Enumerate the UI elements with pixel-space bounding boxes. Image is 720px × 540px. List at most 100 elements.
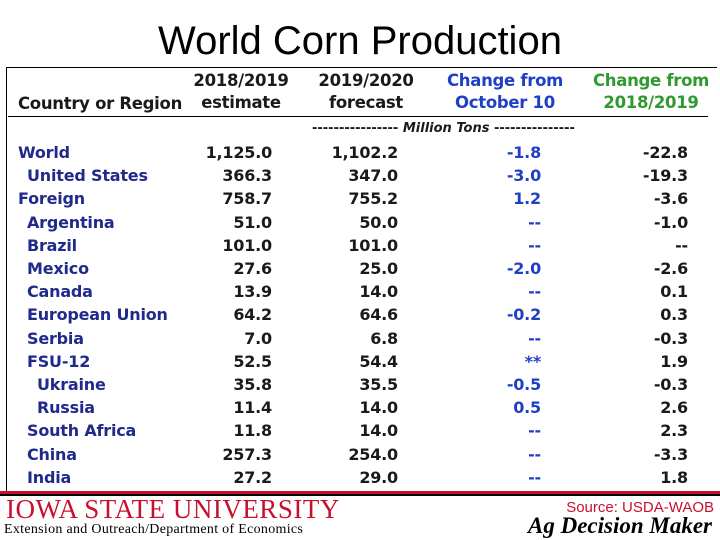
header-change-oct: Change from October 10 bbox=[446, 71, 564, 112]
country-name: Foreign bbox=[18, 189, 85, 209]
table-frame bbox=[6, 67, 717, 492]
change-prev-value: 2.6 bbox=[660, 398, 688, 418]
change-oct-value: 0.5 bbox=[513, 398, 541, 418]
change-prev-value: -1.0 bbox=[653, 212, 688, 232]
table-row: Serbia 7.0 6.8 -- -0.3 bbox=[0, 327, 720, 350]
estimate-value: 27.6 bbox=[233, 259, 272, 278]
change-oct-value: -2.0 bbox=[506, 259, 541, 278]
change-prev-value: 1.9 bbox=[660, 351, 688, 371]
table-row: Argentina 51.0 50.0 -- -1.0 bbox=[0, 211, 720, 234]
estimate-value: 11.4 bbox=[233, 398, 272, 418]
estimate-value: 101.0 bbox=[222, 235, 272, 255]
country-name: Serbia bbox=[27, 328, 84, 348]
estimate-value: 52.5 bbox=[233, 351, 272, 371]
country-name: European Union bbox=[27, 305, 168, 325]
change-prev-value: 0.1 bbox=[660, 282, 688, 302]
header-rule bbox=[8, 116, 708, 117]
change-prev-value: -19.3 bbox=[642, 166, 688, 186]
ag-decision-maker-brand: Ag Decision Maker bbox=[528, 513, 712, 538]
source-text: Source: USDA-WAOB bbox=[566, 499, 714, 516]
country-name: FSU-12 bbox=[27, 351, 91, 371]
change-oct-value: -- bbox=[528, 444, 541, 464]
table-row: Ukraine 35.8 35.5 -0.5 -0.3 bbox=[0, 373, 720, 396]
change-oct-value: -- bbox=[528, 235, 541, 255]
estimate-value: 51.0 bbox=[233, 212, 272, 232]
table-row: China 257.3 254.0 -- -3.3 bbox=[0, 443, 720, 466]
header-forecast: 2019/2020 forecast bbox=[318, 71, 414, 112]
forecast-value: 14.0 bbox=[359, 421, 398, 441]
change-oct-value: -0.2 bbox=[506, 305, 541, 325]
change-prev-value: -3.3 bbox=[653, 444, 688, 464]
header-country: Country or Region bbox=[18, 94, 183, 113]
table-row: FSU-12 52.5 54.4 ** 1.9 bbox=[0, 350, 720, 373]
estimate-value: 366.3 bbox=[222, 166, 272, 186]
table-row: Foreign 758.7 755.2 1.2 -3.6 bbox=[0, 187, 720, 210]
table-row: European Union 64.2 64.6 -0.2 0.3 bbox=[0, 303, 720, 326]
forecast-value: 6.8 bbox=[370, 328, 398, 348]
table-row: World 1,125.0 1,102.2 -1.8 -22.8 bbox=[0, 141, 720, 164]
change-prev-value: 1.8 bbox=[660, 467, 688, 487]
change-prev-value: -0.3 bbox=[653, 328, 688, 348]
change-oct-value: -- bbox=[528, 421, 541, 441]
change-oct-value: -3.0 bbox=[506, 166, 541, 186]
country-name: Brazil bbox=[27, 235, 77, 255]
country-name: Canada bbox=[27, 282, 93, 302]
isu-logo: IOWA STATE UNIVERSITY bbox=[6, 494, 340, 524]
forecast-value: 29.0 bbox=[359, 467, 398, 487]
forecast-value: 64.6 bbox=[359, 305, 398, 325]
forecast-value: 50.0 bbox=[359, 212, 398, 232]
forecast-value: 101.0 bbox=[348, 235, 398, 255]
change-oct-value: -- bbox=[528, 282, 541, 302]
country-name: Argentina bbox=[27, 212, 115, 232]
change-oct-value: -- bbox=[528, 212, 541, 232]
change-oct-value: -- bbox=[528, 328, 541, 348]
table-row: United States 366.3 347.0 -3.0 -19.3 bbox=[0, 164, 720, 187]
change-oct-value: 1.2 bbox=[513, 189, 541, 209]
table-row: Brazil 101.0 101.0 -- -- bbox=[0, 234, 720, 257]
estimate-value: 7.0 bbox=[244, 328, 272, 348]
change-prev-value: -0.3 bbox=[653, 375, 688, 394]
country-name: India bbox=[27, 467, 72, 487]
table-row: Mexico 27.6 25.0 -2.0 -2.6 bbox=[0, 257, 720, 280]
estimate-value: 758.7 bbox=[222, 189, 272, 209]
country-name: Ukraine bbox=[37, 375, 106, 394]
forecast-value: 35.5 bbox=[359, 375, 398, 394]
estimate-value: 11.8 bbox=[233, 421, 272, 441]
change-oct-value: ** bbox=[524, 351, 542, 371]
change-oct-value: -- bbox=[528, 467, 541, 487]
country-name: Mexico bbox=[27, 259, 89, 278]
country-name: Russia bbox=[37, 398, 95, 418]
forecast-value: 755.2 bbox=[348, 189, 398, 209]
country-name: United States bbox=[27, 166, 148, 186]
estimate-value: 35.8 bbox=[233, 375, 272, 394]
estimate-value: 13.9 bbox=[233, 282, 272, 302]
units-label: ---------------- Million Tons ----------… bbox=[312, 121, 575, 136]
forecast-value: 54.4 bbox=[359, 351, 398, 371]
slide-title: World Corn Production bbox=[158, 19, 562, 63]
table-row: India 27.2 29.0 -- 1.8 bbox=[0, 466, 720, 489]
change-prev-value: -- bbox=[675, 235, 688, 255]
estimate-value: 257.3 bbox=[222, 444, 272, 464]
change-oct-value: -1.8 bbox=[506, 143, 541, 162]
table-row: Russia 11.4 14.0 0.5 2.6 bbox=[0, 396, 720, 419]
country-name: World bbox=[18, 143, 70, 162]
footer-black-bar bbox=[0, 494, 720, 496]
estimate-value: 64.2 bbox=[233, 305, 272, 325]
extension-text: Extension and Outreach/Department of Eco… bbox=[4, 522, 304, 537]
change-prev-value: 2.3 bbox=[660, 421, 688, 441]
estimate-value: 27.2 bbox=[233, 467, 272, 487]
forecast-value: 254.0 bbox=[348, 444, 398, 464]
country-name: South Africa bbox=[27, 421, 137, 441]
forecast-value: 25.0 bbox=[359, 259, 398, 278]
table-row: South Africa 11.8 14.0 -- 2.3 bbox=[0, 419, 720, 442]
footer-red-bar bbox=[0, 491, 720, 494]
country-name: China bbox=[27, 444, 77, 464]
forecast-value: 1,102.2 bbox=[331, 143, 399, 162]
forecast-value: 14.0 bbox=[359, 282, 398, 302]
forecast-value: 347.0 bbox=[348, 166, 398, 186]
forecast-value: 14.0 bbox=[359, 398, 398, 418]
change-prev-value: -2.6 bbox=[653, 259, 688, 278]
estimate-value: 1,125.0 bbox=[205, 143, 273, 162]
change-prev-value: -3.6 bbox=[653, 189, 688, 209]
table-row: Canada 13.9 14.0 -- 0.1 bbox=[0, 280, 720, 303]
